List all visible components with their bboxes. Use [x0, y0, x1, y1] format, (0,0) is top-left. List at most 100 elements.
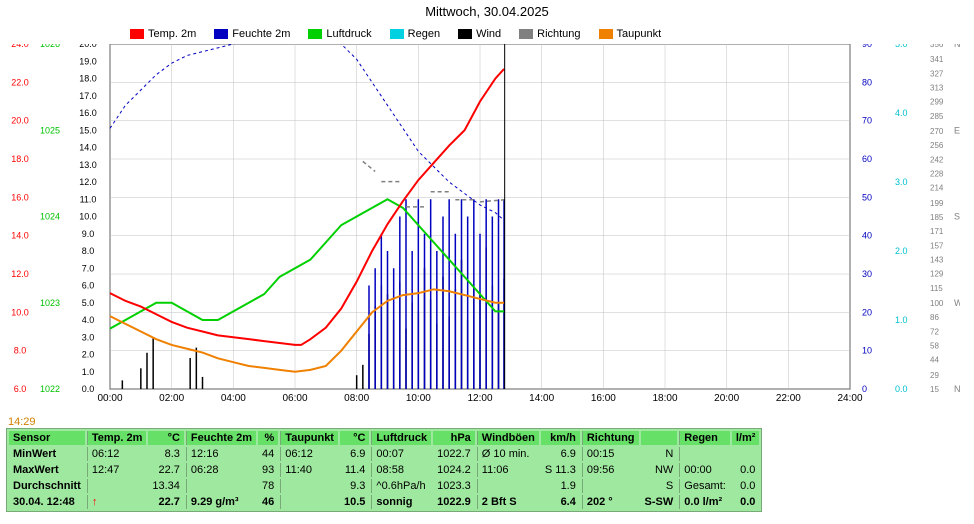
- cell-left: 08:58: [371, 463, 431, 477]
- svg-text:6.0: 6.0: [14, 384, 27, 394]
- svg-text:20: 20: [862, 307, 872, 317]
- legend-item: Luftdruck: [308, 28, 371, 40]
- legend-item: Temp. 2m: [130, 28, 196, 40]
- cell-left: 0.0 l/m²: [679, 495, 730, 509]
- cell-left: [280, 495, 338, 509]
- svg-text:24.0: 24.0: [11, 44, 29, 49]
- cell-right: [732, 447, 760, 461]
- svg-text:40: 40: [862, 231, 872, 241]
- svg-text:12:00: 12:00: [467, 393, 492, 404]
- cell-right: 10.5: [340, 495, 369, 509]
- svg-text:0.0: 0.0: [82, 384, 95, 394]
- svg-text:299: 299: [930, 98, 944, 107]
- cell-left: [87, 479, 147, 493]
- table-header-cell: l/m²: [732, 431, 760, 445]
- legend-label: Richtung: [537, 28, 580, 40]
- table-row: Durchschnitt13.34789.3^0.6hPa/h1023.31.9…: [9, 479, 759, 493]
- legend-swatch: [308, 29, 322, 39]
- row-label: Durchschnitt: [9, 479, 85, 493]
- table-header-cell: Temp. 2m: [87, 431, 147, 445]
- svg-text:15: 15: [930, 385, 939, 394]
- legend-label: Feuchte 2m: [232, 28, 290, 40]
- cell-left: 12:16: [186, 447, 256, 461]
- svg-text:9.0: 9.0: [82, 229, 95, 239]
- svg-text:100: 100: [930, 299, 944, 308]
- cell-left: 09:56: [582, 463, 639, 477]
- svg-text:171: 171: [930, 227, 944, 236]
- clock-time: 14:29: [8, 416, 36, 428]
- table-row: 30.04. 12:48↑22.79.29 g/m³4610.5sonnig10…: [9, 495, 759, 509]
- cell-right: S 11.3: [541, 463, 580, 477]
- cell-right: 6.9: [340, 447, 369, 461]
- svg-text:30: 30: [862, 269, 872, 279]
- svg-text:W: W: [954, 298, 960, 308]
- row-label: MaxWert: [9, 463, 85, 477]
- chart-canvas: 00:0002:0004:0006:0008:0010:0012:0014:00…: [0, 44, 960, 416]
- svg-text:50: 50: [862, 192, 872, 202]
- svg-text:0.0: 0.0: [895, 384, 908, 394]
- svg-text:2.0: 2.0: [82, 350, 95, 360]
- legend-swatch: [130, 29, 144, 39]
- svg-text:S: S: [954, 212, 960, 222]
- cell-right: 1.9: [541, 479, 580, 493]
- cell-left: [477, 479, 539, 493]
- svg-text:10: 10: [862, 346, 872, 356]
- cell-right: 0.0: [732, 463, 760, 477]
- table-header-cell: %: [258, 431, 278, 445]
- legend-label: Wind: [476, 28, 501, 40]
- cell-left: Gesamt:: [679, 479, 730, 493]
- svg-text:214: 214: [930, 184, 944, 193]
- svg-text:6.0: 6.0: [82, 281, 95, 291]
- cell-left: 9.29 g/m³: [186, 495, 256, 509]
- svg-text:02:00: 02:00: [159, 393, 184, 404]
- legend-label: Regen: [408, 28, 440, 40]
- svg-text:20:00: 20:00: [714, 393, 739, 404]
- svg-text:72: 72: [930, 327, 939, 336]
- legend-item: Wind: [458, 28, 501, 40]
- svg-text:4.0: 4.0: [895, 108, 908, 118]
- legend-item: Taupunkt: [599, 28, 662, 40]
- cell-left: 11:40: [280, 463, 338, 477]
- cell-right: 11.4: [340, 463, 369, 477]
- table-header-cell: Richtung: [582, 431, 639, 445]
- table-header-cell: °C: [148, 431, 184, 445]
- svg-text:20.0: 20.0: [79, 44, 97, 49]
- svg-text:14:00: 14:00: [529, 393, 554, 404]
- svg-text:0: 0: [862, 384, 867, 394]
- cell-right: 93: [258, 463, 278, 477]
- cell-right: 22.7: [148, 495, 184, 509]
- svg-text:327: 327: [930, 69, 944, 78]
- row-label: 30.04. 12:48: [9, 495, 85, 509]
- svg-text:60: 60: [862, 154, 872, 164]
- svg-text:18.0: 18.0: [79, 74, 97, 84]
- svg-text:7.0: 7.0: [82, 263, 95, 273]
- svg-text:1026: 1026: [40, 44, 60, 49]
- cell-right: 6.9: [541, 447, 580, 461]
- cell-right: 9.3: [340, 479, 369, 493]
- svg-text:2.0: 2.0: [895, 246, 908, 256]
- cell-left: 202 °: [582, 495, 639, 509]
- svg-text:20.0: 20.0: [11, 116, 29, 126]
- svg-text:143: 143: [930, 255, 944, 264]
- svg-text:22.0: 22.0: [11, 77, 29, 87]
- svg-text:8.0: 8.0: [82, 246, 95, 256]
- cell-right: 46: [258, 495, 278, 509]
- svg-text:129: 129: [930, 270, 944, 279]
- svg-text:199: 199: [930, 199, 944, 208]
- legend-label: Taupunkt: [617, 28, 662, 40]
- table-header-cell: Regen: [679, 431, 730, 445]
- svg-text:18:00: 18:00: [652, 393, 677, 404]
- legend-swatch: [599, 29, 613, 39]
- cell-right: S: [641, 479, 678, 493]
- svg-text:11.0: 11.0: [80, 194, 97, 204]
- svg-text:4.0: 4.0: [82, 315, 95, 325]
- svg-text:E: E: [954, 125, 960, 135]
- svg-text:14.0: 14.0: [79, 143, 97, 153]
- table-header-cell: km/h: [541, 431, 580, 445]
- cell-right: 0.0: [732, 479, 760, 493]
- svg-text:24:00: 24:00: [837, 393, 862, 404]
- table-header-cell: Windböen: [477, 431, 539, 445]
- svg-text:15.0: 15.0: [79, 125, 97, 135]
- svg-text:8.0: 8.0: [14, 346, 27, 356]
- svg-text:04:00: 04:00: [221, 393, 246, 404]
